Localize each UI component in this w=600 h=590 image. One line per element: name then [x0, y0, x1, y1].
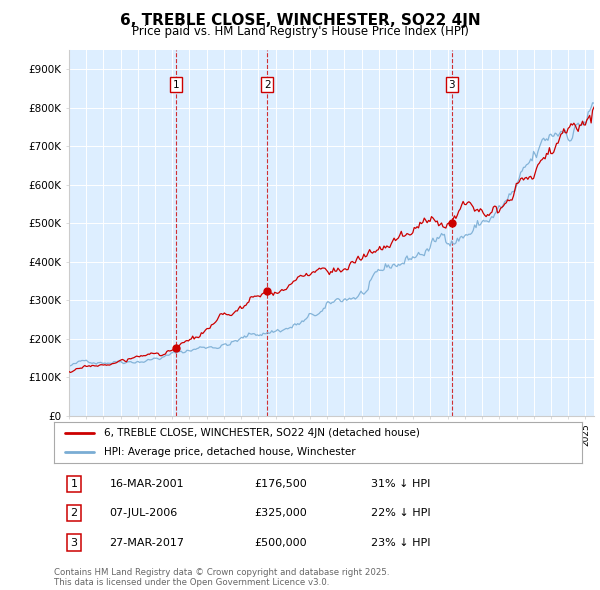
- Text: 3: 3: [71, 537, 77, 548]
- Text: HPI: Average price, detached house, Winchester: HPI: Average price, detached house, Winc…: [104, 447, 356, 457]
- Text: 27-MAR-2017: 27-MAR-2017: [109, 537, 184, 548]
- Text: 3: 3: [448, 80, 455, 90]
- Text: 6, TREBLE CLOSE, WINCHESTER, SO22 4JN (detached house): 6, TREBLE CLOSE, WINCHESTER, SO22 4JN (d…: [104, 428, 420, 438]
- Text: 1: 1: [173, 80, 179, 90]
- Text: 07-JUL-2006: 07-JUL-2006: [109, 509, 178, 518]
- Text: 2: 2: [71, 509, 77, 518]
- Text: 6, TREBLE CLOSE, WINCHESTER, SO22 4JN: 6, TREBLE CLOSE, WINCHESTER, SO22 4JN: [119, 13, 481, 28]
- Text: £176,500: £176,500: [254, 479, 307, 489]
- Text: Contains HM Land Registry data © Crown copyright and database right 2025.
This d: Contains HM Land Registry data © Crown c…: [54, 568, 389, 587]
- Text: 22% ↓ HPI: 22% ↓ HPI: [371, 509, 430, 518]
- Text: £325,000: £325,000: [254, 509, 307, 518]
- Text: 1: 1: [71, 479, 77, 489]
- Text: 23% ↓ HPI: 23% ↓ HPI: [371, 537, 430, 548]
- Text: 2: 2: [264, 80, 271, 90]
- Text: £500,000: £500,000: [254, 537, 307, 548]
- Text: 31% ↓ HPI: 31% ↓ HPI: [371, 479, 430, 489]
- Text: 16-MAR-2001: 16-MAR-2001: [109, 479, 184, 489]
- Text: Price paid vs. HM Land Registry's House Price Index (HPI): Price paid vs. HM Land Registry's House …: [131, 25, 469, 38]
